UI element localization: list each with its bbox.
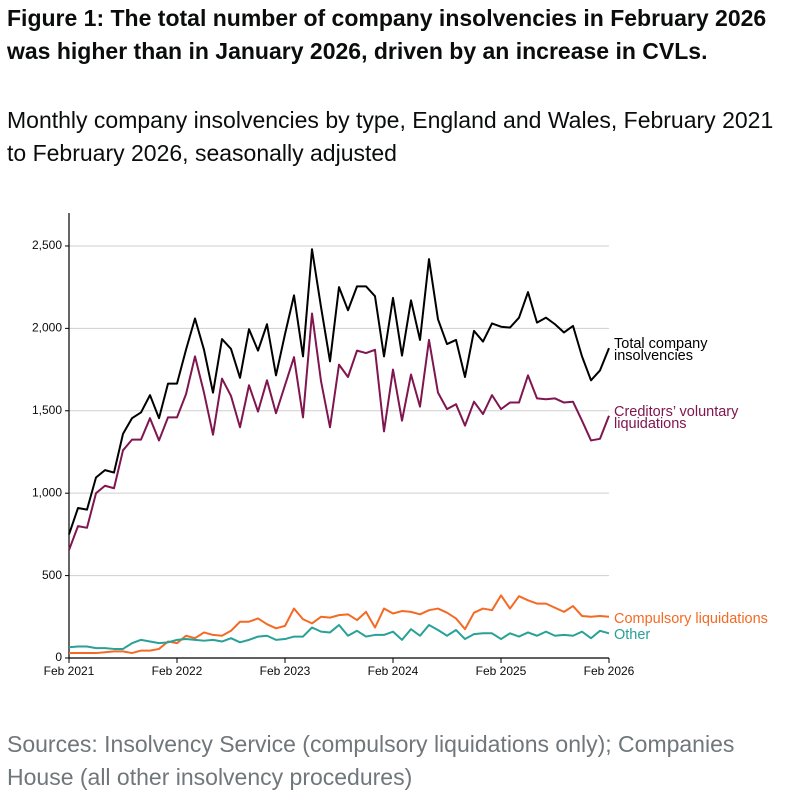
x-tick-label: Feb 2021 — [44, 664, 95, 678]
chart-title: Figure 1: The total number of company in… — [7, 5, 767, 64]
legend-label: Other — [614, 627, 651, 644]
series-line — [69, 594, 610, 655]
source-note: Sources: Insolvency Service (compulsory … — [7, 731, 735, 790]
series-line — [68, 624, 610, 650]
x-tick-label: Feb 2025 — [476, 664, 527, 678]
legend-label: Compulsory liquidations — [614, 610, 768, 627]
y-tick-label: 0 — [55, 650, 62, 664]
chart: 0 500 1,000 1,500 2,000 2,500 Feb 2021 Feb 2022… — [32, 213, 635, 678]
y-tick-label: 1,500 — [32, 403, 62, 417]
x-tick-label: Feb 2023 — [260, 664, 311, 678]
series-line — [68, 312, 610, 551]
x-tick-label: Feb 2022 — [152, 664, 203, 678]
series-line — [68, 248, 610, 535]
legend-label: Creditors’ voluntary liquidations — [614, 403, 739, 432]
chart-subtitle: Monthly company insolvencies by type, En… — [7, 107, 774, 166]
y-tick-label: 2,000 — [32, 321, 62, 335]
x-tick-label: Feb 2026 — [584, 664, 635, 678]
x-tick-label: Feb 2024 — [368, 664, 419, 678]
y-tick-label: 2,500 — [32, 238, 62, 252]
y-tick-label: 500 — [42, 568, 62, 582]
legend-label: Total company insolvencies — [614, 336, 708, 365]
y-tick-label: 1,000 — [32, 485, 62, 499]
